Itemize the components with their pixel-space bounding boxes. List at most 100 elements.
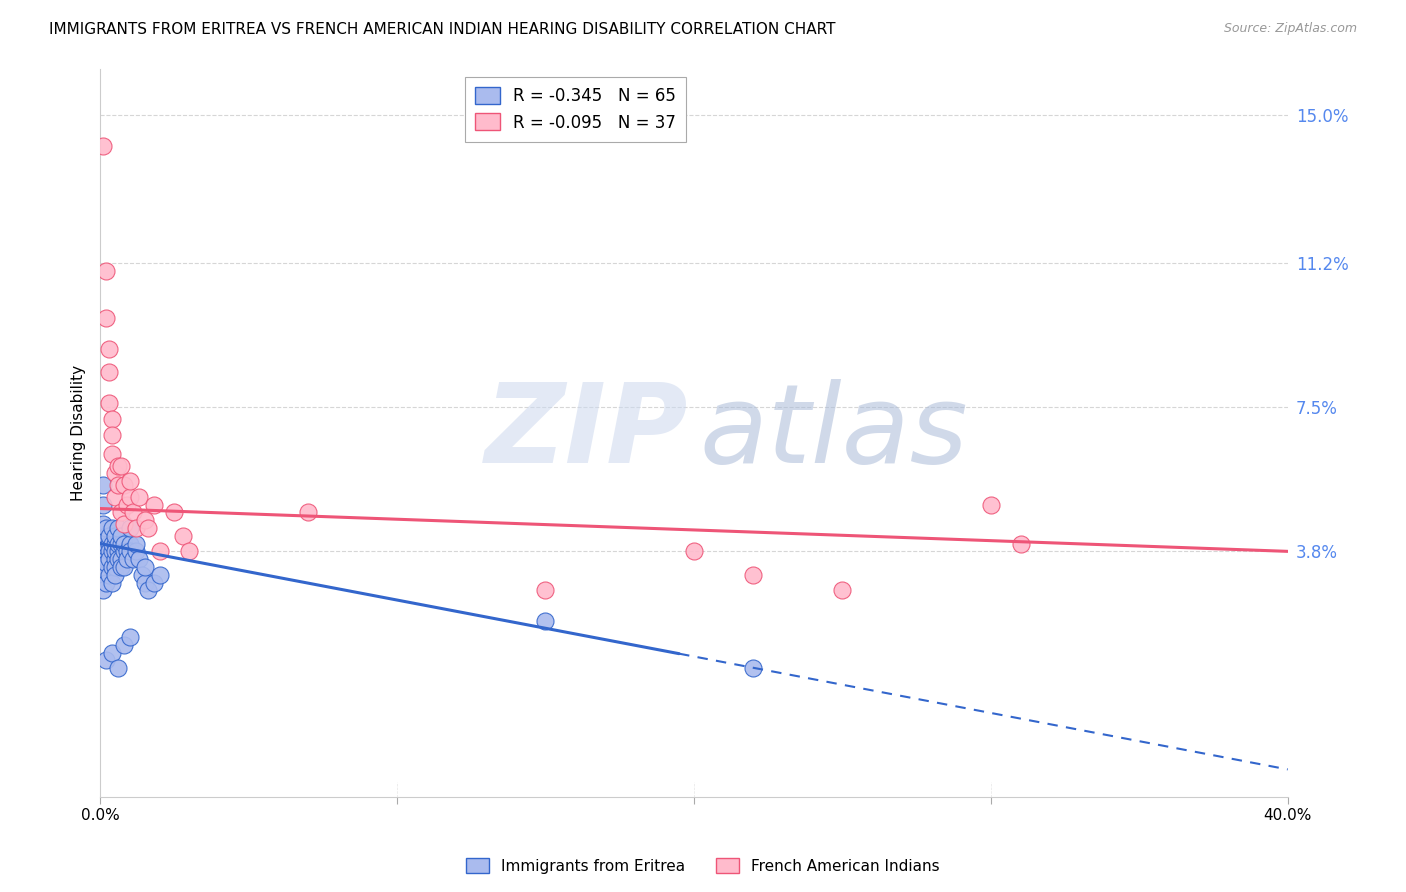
Point bbox=[107, 552, 129, 566]
Point bbox=[134, 575, 156, 590]
Point bbox=[107, 458, 129, 473]
Point bbox=[94, 653, 117, 667]
Point bbox=[91, 544, 114, 558]
Point bbox=[118, 475, 141, 489]
Point bbox=[98, 544, 121, 558]
Point bbox=[134, 513, 156, 527]
Text: ZIP: ZIP bbox=[485, 379, 688, 486]
Text: atlas: atlas bbox=[700, 379, 969, 486]
Point bbox=[107, 521, 129, 535]
Point bbox=[94, 536, 117, 550]
Point bbox=[101, 521, 124, 535]
Point bbox=[742, 567, 765, 582]
Point bbox=[101, 575, 124, 590]
Legend: Immigrants from Eritrea, French American Indians: Immigrants from Eritrea, French American… bbox=[460, 852, 946, 880]
Point bbox=[91, 478, 114, 492]
Point bbox=[110, 529, 132, 543]
Point bbox=[112, 536, 135, 550]
Point bbox=[104, 544, 127, 558]
Point bbox=[118, 544, 141, 558]
Point bbox=[136, 583, 159, 598]
Point bbox=[534, 583, 557, 598]
Point bbox=[101, 544, 124, 558]
Point bbox=[91, 567, 114, 582]
Point bbox=[104, 536, 127, 550]
Point bbox=[125, 521, 148, 535]
Point bbox=[94, 552, 117, 566]
Point bbox=[91, 529, 114, 543]
Point bbox=[534, 615, 557, 629]
Point bbox=[98, 529, 121, 543]
Point bbox=[142, 498, 165, 512]
Point bbox=[112, 544, 135, 558]
Point bbox=[1010, 536, 1032, 550]
Point bbox=[115, 544, 138, 558]
Point bbox=[980, 498, 1002, 512]
Point bbox=[297, 505, 319, 519]
Point bbox=[104, 567, 127, 582]
Point bbox=[94, 529, 117, 543]
Point bbox=[101, 427, 124, 442]
Point bbox=[91, 583, 114, 598]
Point bbox=[134, 560, 156, 574]
Point bbox=[98, 552, 121, 566]
Point bbox=[112, 560, 135, 574]
Point bbox=[136, 521, 159, 535]
Point bbox=[94, 310, 117, 325]
Point bbox=[112, 517, 135, 532]
Point bbox=[94, 264, 117, 278]
Point bbox=[98, 567, 121, 582]
Point bbox=[121, 505, 143, 519]
Point bbox=[121, 552, 143, 566]
Point bbox=[742, 661, 765, 675]
Point bbox=[93, 544, 115, 558]
Point bbox=[110, 458, 132, 473]
Point bbox=[115, 498, 138, 512]
Point bbox=[91, 517, 114, 532]
Point bbox=[101, 412, 124, 426]
Point bbox=[91, 139, 114, 153]
Point bbox=[163, 505, 186, 519]
Point bbox=[115, 552, 138, 566]
Point bbox=[142, 575, 165, 590]
Point bbox=[118, 536, 141, 550]
Point bbox=[172, 529, 194, 543]
Point bbox=[107, 544, 129, 558]
Point bbox=[110, 536, 132, 550]
Point bbox=[683, 544, 706, 558]
Point bbox=[90, 552, 112, 566]
Point bbox=[101, 646, 124, 660]
Point bbox=[90, 536, 112, 550]
Point bbox=[101, 560, 124, 574]
Point bbox=[107, 661, 129, 675]
Point bbox=[831, 583, 853, 598]
Text: IMMIGRANTS FROM ERITREA VS FRENCH AMERICAN INDIAN HEARING DISABILITY CORRELATION: IMMIGRANTS FROM ERITREA VS FRENCH AMERIC… bbox=[49, 22, 835, 37]
Point bbox=[98, 342, 121, 356]
Point bbox=[107, 536, 129, 550]
Point bbox=[98, 365, 121, 379]
Point bbox=[104, 467, 127, 481]
Point bbox=[98, 396, 121, 410]
Point bbox=[148, 567, 170, 582]
Point bbox=[98, 536, 121, 550]
Point bbox=[128, 490, 150, 504]
Point bbox=[104, 529, 127, 543]
Point bbox=[110, 505, 132, 519]
Point bbox=[94, 575, 117, 590]
Point bbox=[94, 521, 117, 535]
Point bbox=[131, 567, 153, 582]
Point bbox=[128, 552, 150, 566]
Text: Source: ZipAtlas.com: Source: ZipAtlas.com bbox=[1223, 22, 1357, 36]
Point bbox=[179, 544, 201, 558]
Point bbox=[104, 552, 127, 566]
Point bbox=[101, 536, 124, 550]
Point bbox=[112, 638, 135, 652]
Point bbox=[125, 544, 148, 558]
Point bbox=[104, 560, 127, 574]
Point bbox=[118, 630, 141, 644]
Point bbox=[107, 478, 129, 492]
Point bbox=[104, 490, 127, 504]
Point bbox=[110, 560, 132, 574]
Point bbox=[101, 447, 124, 461]
Point bbox=[148, 544, 170, 558]
